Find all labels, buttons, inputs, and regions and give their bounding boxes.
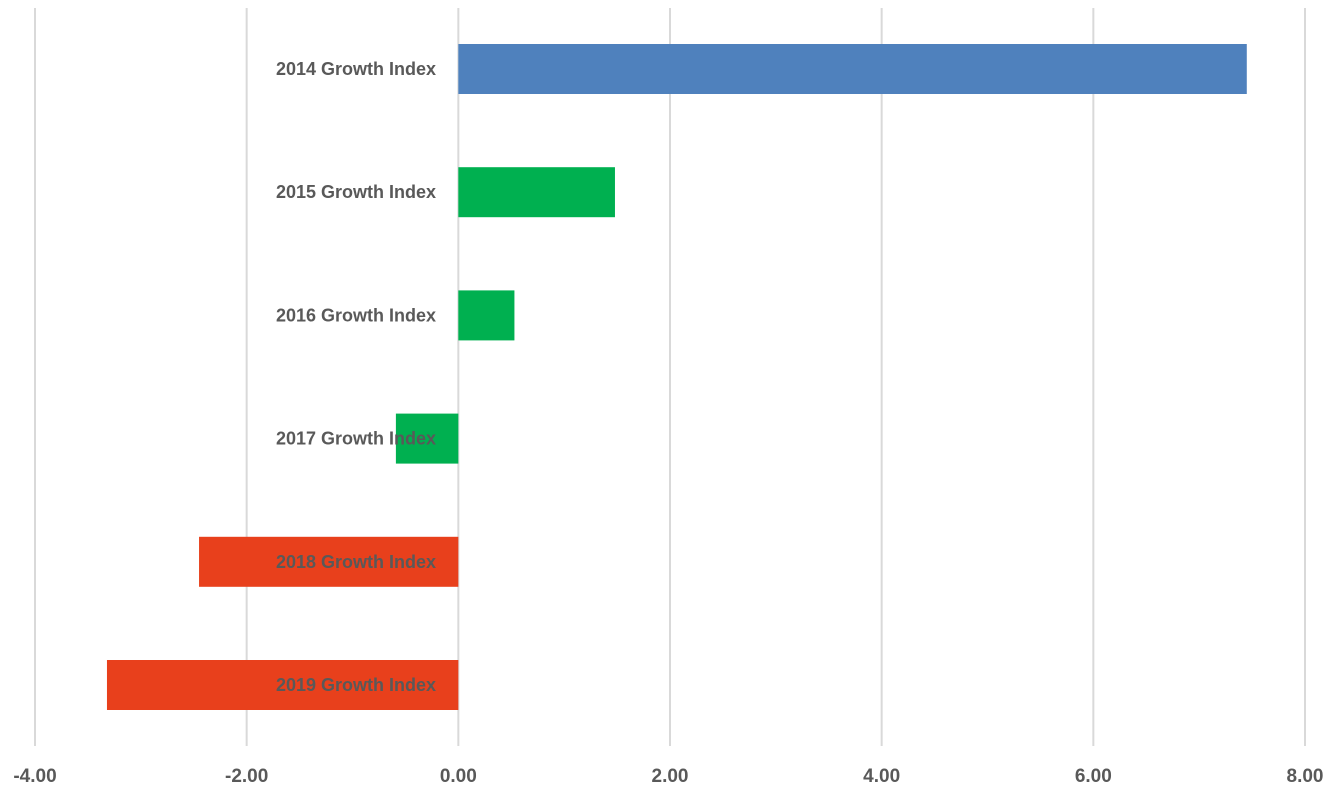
x-tick-label: 6.00 [1075,766,1112,787]
bar [106,660,459,710]
x-tick-label: 0.00 [440,766,477,787]
bar [458,44,1247,94]
category-label: 2016 Growth Index [276,305,436,325]
x-axis-tick-labels: -4.00 -2.00 0.00 2.00 4.00 6.00 8.00 [13,766,1323,787]
bar [458,167,615,218]
bar [395,413,459,464]
category-label: 2018 Growth Index [276,552,436,572]
x-tick-label: 8.00 [1287,766,1324,787]
category-label: 2015 Growth Index [276,182,436,202]
x-tick-label: 2.00 [652,766,689,787]
x-tick-label: -2.00 [225,766,268,787]
bar [458,290,515,341]
bar [199,536,459,587]
bars [106,44,1247,710]
gridlines [34,8,1306,746]
category-label: 2014 Growth Index [276,59,436,79]
category-label: 2019 Growth Index [276,675,436,695]
category-labels: 2014 Growth Index 2015 Growth Index 2016 G… [276,59,436,695]
x-tick-label: 4.00 [863,766,900,787]
category-label: 2017 Growth Index [276,429,436,449]
x-tick-label: -4.00 [13,766,56,787]
